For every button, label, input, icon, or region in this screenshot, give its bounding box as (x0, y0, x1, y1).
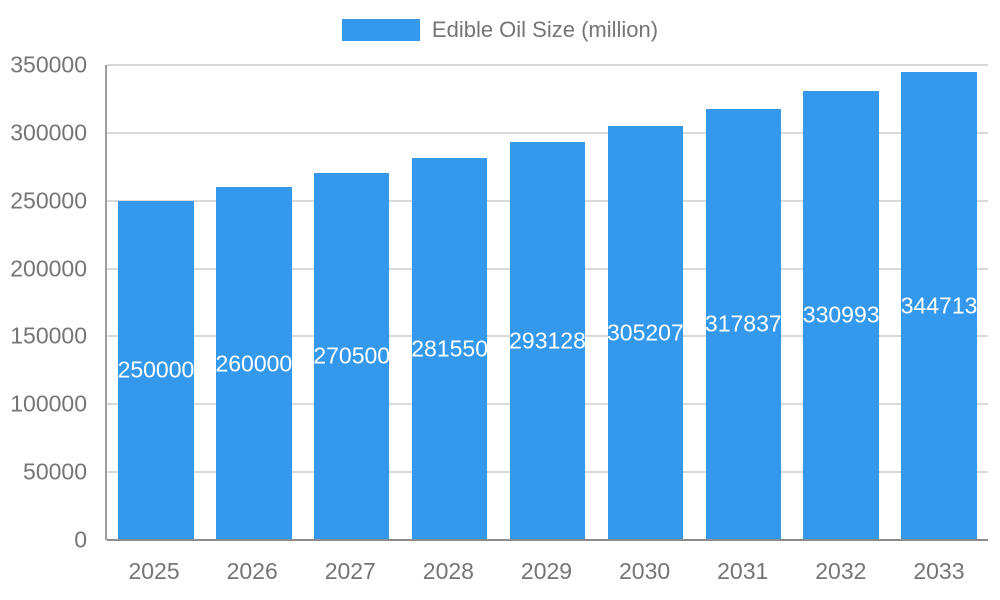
bar-value-label: 270500 (313, 342, 391, 369)
bar-slot: 305207 (596, 65, 694, 540)
legend-label: Edible Oil Size (million) (431, 17, 659, 42)
bar-slot: 260000 (205, 65, 303, 540)
bar-2029: 293128 (509, 142, 586, 540)
legend: Edible Oil Size (million) (0, 16, 1000, 44)
x-axis-baseline (107, 539, 988, 541)
legend-swatch (341, 19, 420, 41)
bar-2025: 250000 (117, 200, 195, 540)
x-axis-tick-label: 2029 (520, 558, 573, 584)
bar-slot: 270500 (303, 65, 401, 540)
y-axis-tick-label: 350000 (10, 51, 87, 78)
y-axis-tick-label: 200000 (10, 255, 87, 282)
x-axis: 2025 2026 2027 2028 2029 2030 2031 2032 2033 (105, 556, 988, 586)
bar-slot: 250000 (107, 65, 205, 540)
bar-value-label: 293128 (509, 327, 586, 354)
bar-value-label: 260000 (215, 350, 293, 377)
bar-value-label: 305207 (607, 319, 684, 346)
x-axis-tick-label: 2033 (913, 558, 965, 584)
x-axis-tick-label: 2025 (128, 558, 180, 584)
bar-slot: 330993 (792, 65, 890, 540)
bar-2033: 344713 (900, 72, 978, 540)
bar-value-label: 250000 (117, 356, 195, 383)
bar-2028: 281550 (411, 157, 488, 540)
bar-value-label: 344713 (900, 292, 978, 319)
x-axis-tick-label: 2027 (324, 558, 376, 584)
x-axis-tick-label: 2031 (717, 558, 769, 584)
bar-2026: 260000 (215, 187, 293, 540)
bar-2032: 330993 (802, 90, 880, 540)
bar-2030: 305207 (607, 125, 684, 540)
y-axis-tick-label: 100000 (10, 390, 87, 417)
gridline (107, 64, 988, 66)
y-axis-tick-label: 0 (74, 526, 87, 553)
bar-value-label: 330993 (802, 301, 880, 328)
y-axis-tick-label: 300000 (10, 119, 87, 146)
bar-slot: 281550 (401, 65, 499, 540)
y-axis-tick-label: 250000 (10, 187, 87, 214)
x-axis-tick-label: 2032 (815, 558, 867, 584)
x-axis-tick-label: 2026 (226, 558, 278, 584)
bar-2027: 270500 (313, 172, 391, 540)
x-axis-tick-label: 2030 (619, 558, 671, 584)
bar-slot: 317837 (694, 65, 792, 540)
bar-value-label: 281550 (411, 335, 488, 362)
x-axis-tick-label: 2028 (422, 558, 474, 584)
bars-container: 250000 260000 270500 281550 293128 305207 3178… (107, 65, 988, 540)
bar-2031: 317837 (704, 108, 782, 540)
y-axis-tick-label: 150000 (10, 322, 87, 349)
bar-value-label: 317837 (704, 310, 782, 337)
bar-slot: 293128 (499, 65, 597, 540)
y-axis: 0 50000 100000 150000 200000 250000 300000 3500… (0, 53, 95, 551)
bar-slot: 344713 (890, 65, 988, 540)
y-axis-tick-label: 50000 (23, 458, 87, 485)
gridline (107, 131, 988, 134)
plot-area: 250000 260000 270500 281550 293128 305207 3178… (105, 64, 988, 541)
